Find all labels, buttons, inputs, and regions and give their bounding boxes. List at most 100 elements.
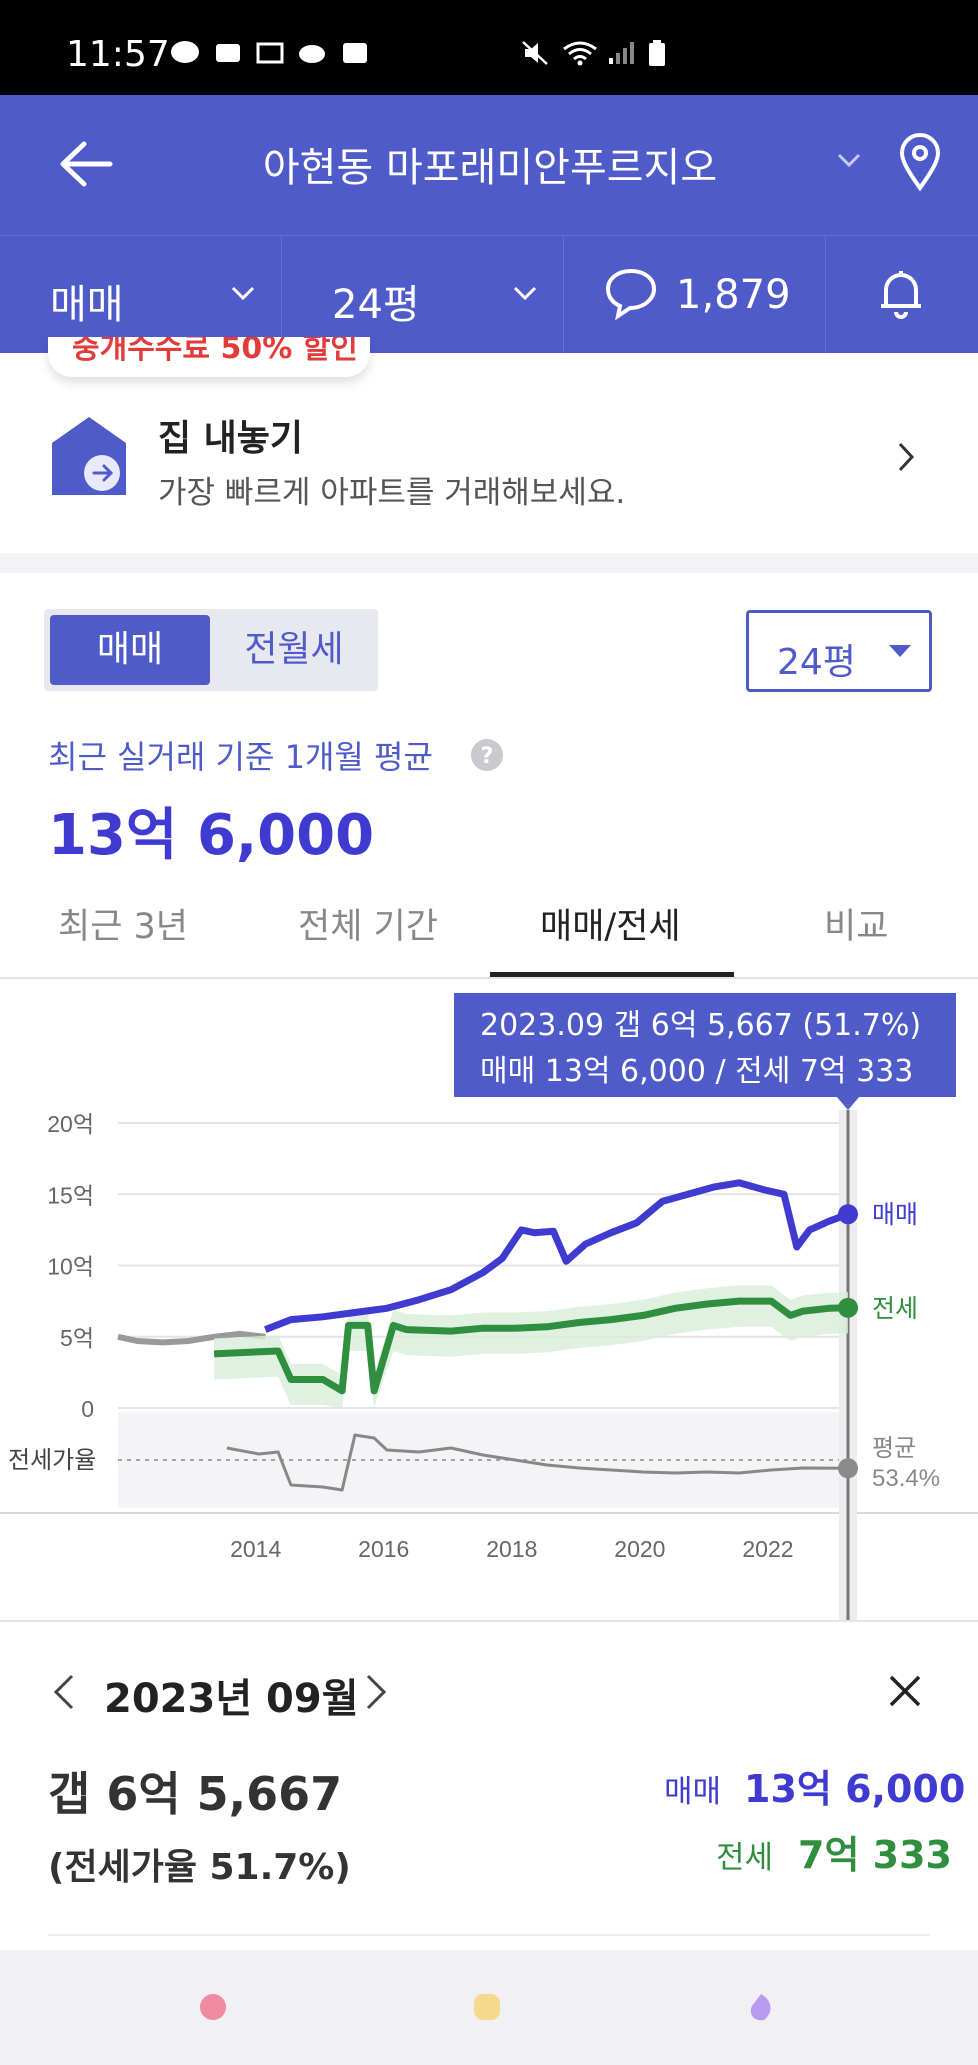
price-chart[interactable]: 20억 15억 10억 5억 0 2014 2016 2018 2020 2022 전세가율 매… (0, 980, 978, 1620)
avg-end-label: 평균 (872, 1435, 916, 1462)
jeonse-end-label: 전세 (872, 1295, 918, 1323)
detail-jeonse-value: 7억 333 (798, 1833, 952, 1877)
month-detail-panel: 2023년 09월 갭 6억 5,667 (전세가율 51.7%) 매매 13억… (0, 1620, 978, 1950)
detail-sale-label: 매매 (664, 1774, 722, 1810)
x-tick-label: 2014 (230, 1536, 281, 1562)
trade-type-select[interactable]: 매매 (0, 236, 282, 354)
status-bar: 11:57 (0, 0, 978, 95)
comments-button[interactable]: 1,879 (564, 236, 826, 354)
avg-price: 13억 6,000 (48, 803, 375, 868)
complex-title[interactable]: 아현동 마포래미안푸르지오 (262, 145, 718, 191)
pre-series-line (117, 1330, 266, 1346)
nav-yellow-icon[interactable] (472, 1992, 502, 2022)
kakaotalk-icon (171, 41, 199, 63)
tab-sale-jeonse[interactable]: 매매/전세 (540, 907, 681, 947)
sale-series-line (264, 1179, 850, 1333)
image-icon (343, 43, 367, 63)
promo-title: 집 내놓기 (158, 418, 304, 459)
sell-home-banner[interactable]: 중개수수료 50% 할인 집 내놓기 가장 빠르게 아파트를 거래해보세요. (0, 337, 978, 553)
avg-end-value: 53.4% (872, 1465, 940, 1492)
y-tick-label: 20억 (47, 1111, 94, 1137)
x-tick-label: 2016 (358, 1536, 409, 1562)
promo-subtitle: 가장 빠르게 아파트를 거래해보세요. (158, 475, 626, 511)
filter-bar: 매매 24평 1,879 (0, 235, 978, 354)
promo-ribbon: 중개수수료 50% 할인 (48, 337, 370, 377)
map-pin-icon[interactable] (898, 133, 942, 191)
promo-ribbon-text: 중개수수료 50% 할인 (72, 337, 358, 366)
house-icon (52, 417, 126, 495)
ratio-axis-label: 전세가율 (8, 1447, 96, 1474)
size-label: 24평 (332, 282, 420, 328)
jeonse-end-point (838, 1297, 858, 1318)
size-select[interactable]: 24평 (282, 236, 564, 354)
section-divider (0, 553, 978, 573)
help-icon[interactable]: ? (470, 738, 504, 772)
chevron-down-icon[interactable] (836, 151, 862, 169)
x-tick-label: 2018 (486, 1536, 537, 1562)
mail-icon (216, 44, 240, 62)
cloud-icon (299, 45, 325, 63)
y-tick-label: 5억 (60, 1325, 94, 1351)
bottom-nav (0, 1950, 978, 2065)
detail-divider (48, 1934, 930, 1936)
y-tick-label: 0 (81, 1396, 94, 1422)
chevron-down-icon (513, 286, 537, 301)
detail-jeonse-label: 전세 (716, 1840, 774, 1876)
nav-pink-icon[interactable] (198, 1992, 228, 2022)
speech-bubble-icon (605, 268, 657, 320)
avg-caption: 최근 실거래 기준 1개월 평균 (48, 738, 433, 776)
nav-purple-icon[interactable] (746, 1992, 776, 2022)
y-tick-label: 15억 (47, 1182, 94, 1208)
tooltip-line1: 2023.09 갭 6억 5,667 (51.7%) (480, 1008, 922, 1043)
jeonse-series-line (213, 1297, 849, 1395)
chart-tooltip: 2023.09 갭 6억 5,667 (51.7%) 매매 13억 6,000 … (454, 993, 956, 1097)
trade-toggle: 매매 전월세 (44, 609, 378, 691)
next-month-icon[interactable] (364, 1672, 388, 1712)
status-time: 11:57 (66, 34, 170, 75)
notification-button[interactable] (826, 236, 978, 354)
toggle-sale[interactable]: 매매 (50, 615, 210, 685)
tabs-underline (0, 977, 978, 979)
tab-compare[interactable]: 비교 (824, 907, 889, 947)
sale-end-point (838, 1204, 858, 1225)
detail-sale-value: 13억 6,000 (744, 1767, 966, 1811)
trade-type-label: 매매 (50, 282, 124, 328)
y-tick-label: 10억 (47, 1254, 94, 1280)
battery-icon (649, 40, 665, 66)
x-axis: 2014 2016 2018 2020 2022 (230, 1536, 793, 1562)
active-tab-indicator (490, 972, 734, 977)
chevron-down-icon (231, 286, 255, 301)
ratio-end-point (838, 1458, 858, 1479)
back-arrow-icon[interactable] (58, 139, 114, 189)
chevron-right-icon (898, 442, 915, 472)
detail-ratio: (전세가율 51.7%) (48, 1847, 351, 1888)
ratio-series-line (226, 1433, 849, 1492)
tooltip-line2: 매매 13억 6,000 / 전세 7억 333 (480, 1054, 914, 1089)
bell-icon (881, 271, 921, 319)
wifi-icon (563, 41, 597, 66)
tab-recent-3y[interactable]: 최근 3년 (58, 907, 188, 947)
app-header: 아현동 마포래미안푸르지오 (0, 95, 978, 235)
mute-icon (522, 41, 548, 65)
sale-end-label: 매매 (872, 1201, 918, 1229)
comment-count: 1,879 (676, 272, 791, 318)
toggle-rent[interactable]: 전월세 (244, 629, 344, 670)
close-icon[interactable] (888, 1674, 922, 1708)
chart-series (117, 1179, 858, 1492)
detail-month: 2023년 09월 (104, 1676, 359, 1722)
size-dropdown-label: 24평 (777, 642, 856, 683)
y-axis: 20억 15억 10억 5억 0 (47, 1111, 94, 1422)
signal-icon (609, 42, 634, 64)
tab-all-period[interactable]: 전체 기간 (298, 907, 438, 947)
caret-down-icon (889, 645, 911, 657)
prev-month-icon[interactable] (52, 1672, 76, 1712)
x-tick-label: 2022 (742, 1536, 793, 1562)
detail-gap: 갭 6억 5,667 (48, 1767, 343, 1821)
tooltip-pointer (836, 1096, 860, 1110)
x-tick-label: 2020 (614, 1536, 665, 1562)
svg-text:?: ? (481, 744, 494, 769)
news-icon (256, 42, 284, 64)
size-dropdown[interactable]: 24평 (746, 610, 932, 692)
ratio-band (118, 1412, 848, 1508)
